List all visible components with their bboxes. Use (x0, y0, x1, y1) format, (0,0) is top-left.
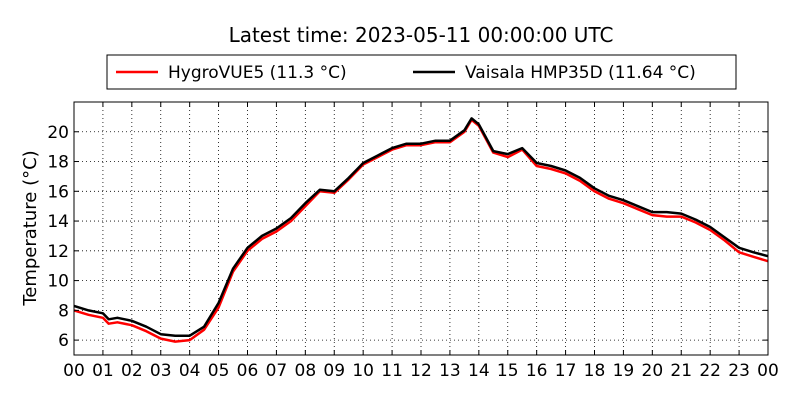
y-axis-label: Temperature (°C) (20, 150, 41, 306)
y-tick-label: 18 (47, 153, 69, 173)
x-tick-label: 05 (208, 361, 230, 381)
x-tick-label: 00 (63, 361, 85, 381)
x-tick-label: 21 (670, 361, 692, 381)
x-tick-label: 07 (266, 361, 288, 381)
x-tick-label: 15 (497, 361, 519, 381)
y-tick-label: 6 (58, 331, 69, 351)
y-tick-label: 14 (47, 212, 69, 232)
x-tick-label: 13 (439, 361, 461, 381)
x-tick-label: 18 (584, 361, 606, 381)
x-tick-label: 11 (381, 361, 403, 381)
legend-label-hygrovue5: HygroVUE5 (11.3 °C) (168, 63, 347, 83)
x-tick-label: 19 (613, 361, 635, 381)
x-tick-label: 02 (121, 361, 143, 381)
x-tick-label: 23 (728, 361, 750, 381)
y-tick-label: 8 (58, 301, 69, 321)
x-tick-label: 06 (237, 361, 259, 381)
x-tick-label: 22 (699, 361, 721, 381)
x-tick-label: 20 (642, 361, 664, 381)
series-lines (73, 117, 769, 343)
y-tick-label: 16 (47, 182, 69, 202)
x-tick-label: 01 (92, 361, 114, 381)
x-tick-label: 17 (555, 361, 577, 381)
x-tick-label: 09 (323, 361, 345, 381)
x-tick-label: 10 (352, 361, 374, 381)
x-tick-label: 03 (150, 361, 172, 381)
axis-ticks: 00 01 02 03 04 05 06 07 08 09 10 11 12 13 14 15 16 17 18 19… (47, 102, 779, 381)
x-tick-label: 14 (468, 361, 490, 381)
legend-label-vaisala: Vaisala HMP35D (11.64 °C) (465, 63, 696, 83)
series-line-vaisala (73, 117, 769, 337)
series-line-hygrovue5 (73, 118, 769, 343)
x-tick-label: 12 (410, 361, 432, 381)
x-tick-label: 04 (179, 361, 201, 381)
x-tick-label: 16 (526, 361, 548, 381)
y-tick-label: 10 (47, 272, 69, 292)
y-tick-label: 12 (47, 242, 69, 262)
chart-title: Latest time: 2023-05-11 00:00:00 UTC (229, 23, 614, 47)
x-tick-label: 08 (295, 361, 317, 381)
legend: HygroVUE5 (11.3 °C) Vaisala HMP35D (11.6… (106, 54, 737, 90)
y-tick-label: 20 (47, 123, 69, 143)
x-tick-label: 00 (757, 361, 779, 381)
